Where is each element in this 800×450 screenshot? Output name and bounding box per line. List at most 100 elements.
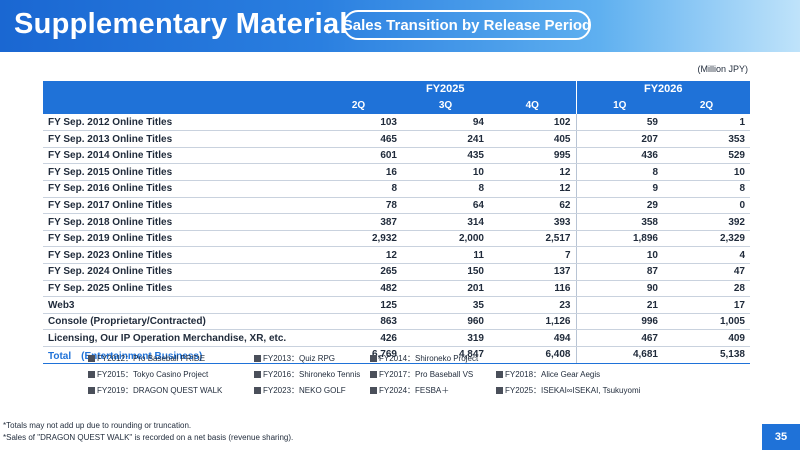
unit-label: (Million JPY) <box>697 64 748 74</box>
table-row: FY Sep. 2017 Online Titles 78 64 62 29 0 <box>43 197 750 215</box>
value-cell: 482 <box>315 280 402 298</box>
value-cell: 4,681 <box>575 346 663 364</box>
value-cell: 467 <box>575 329 663 347</box>
value-cell: 62 <box>489 197 576 215</box>
square-bullet-icon <box>370 371 377 378</box>
square-bullet-icon <box>496 371 503 378</box>
value-cell: 35 <box>402 296 489 314</box>
value-cell: 392 <box>663 213 750 231</box>
value-cell: 529 <box>663 147 750 165</box>
value-cell: 995 <box>489 147 576 165</box>
value-cell: 103 <box>315 114 402 132</box>
row-label: FY Sep. 2015 Online Titles <box>43 163 315 182</box>
value-cell: 201 <box>402 280 489 298</box>
footnote: *Totals may not add up due to rounding o… <box>3 421 192 430</box>
table-row: FY Sep. 2019 Online Titles 2,932 2,000 2,51… <box>43 230 750 248</box>
row-label: FY Sep. 2018 Online Titles <box>43 213 315 231</box>
value-cell: 78 <box>315 197 402 215</box>
quarter-header: 2Q <box>663 97 750 115</box>
square-bullet-icon <box>254 355 261 362</box>
value-cell: 59 <box>575 114 663 132</box>
fy-group-header: FY2025 <box>315 81 576 98</box>
value-cell: 960 <box>402 313 489 331</box>
row-label: FY Sep. 2024 Online Titles <box>43 263 315 281</box>
value-cell: 8 <box>663 180 750 198</box>
value-cell: 2,329 <box>663 230 750 248</box>
value-cell: 8 <box>575 163 663 182</box>
footnotes: *Totals may not add up due to rounding o… <box>3 420 293 444</box>
table-row: FY Sep. 2025 Online Titles 482 201 116 90 28 <box>43 280 750 298</box>
value-cell: 1,005 <box>663 313 750 331</box>
value-cell: 405 <box>489 130 576 148</box>
value-cell: 4 <box>663 246 750 265</box>
value-cell: 10 <box>663 163 750 182</box>
value-cell: 29 <box>575 197 663 215</box>
value-cell: 1 <box>663 114 750 132</box>
value-cell: 87 <box>575 263 663 281</box>
row-label: FY Sep. 2012 Online Titles <box>43 114 315 132</box>
table-row: FY Sep. 2024 Online Titles 265 150 137 87 47 <box>43 263 750 281</box>
legend-item: FY2018：Alice Gear Aegis <box>496 369 600 380</box>
value-cell: 241 <box>402 130 489 148</box>
quarter-header: 1Q <box>575 97 663 115</box>
value-cell: 1,896 <box>575 230 663 248</box>
legend-text: FY2013：Quiz RPG <box>263 354 336 363</box>
page-title: Supplementary Material <box>14 8 348 40</box>
legend-item: FY2015：Tokyo Casino Project <box>88 369 208 380</box>
quarter-header: 2Q <box>315 97 402 115</box>
value-cell: 28 <box>663 280 750 298</box>
table-row: FY Sep. 2018 Online Titles 387 314 393 358 39… <box>43 213 750 231</box>
fy-header-row: FY2025 FY2026 <box>43 81 750 98</box>
total-row: Total (Entertainment Business) 6,769 4,847… <box>43 346 750 364</box>
quarter-header-row: 2Q 3Q 4Q 1Q 2Q <box>43 97 750 115</box>
legend-item: FY2025：ISEKAI∞ISEKAI, Tsukuyomi <box>496 385 640 396</box>
legend-text: FY2018：Alice Gear Aegis <box>505 370 601 379</box>
legend-item: FY2014：Shironeko Project <box>370 353 478 364</box>
sales-table: FY2025 FY2026 2Q 3Q 4Q 1Q 2Q FY Sep. 201… <box>43 81 750 364</box>
value-cell: 4,847 <box>402 346 489 364</box>
value-cell: 314 <box>402 213 489 231</box>
legend-text: FY2012：Pro Baseball PRIDE <box>97 354 206 363</box>
legend-item: FY2023：NEKO GOLF <box>254 385 346 396</box>
page-subtitle: Sales Transition by Release Period <box>343 10 591 40</box>
value-cell: 102 <box>489 114 576 132</box>
value-cell: 494 <box>489 329 576 347</box>
square-bullet-icon <box>370 387 377 394</box>
header-banner: Supplementary Material Sales Transition … <box>0 0 800 52</box>
legend-text: FY2017：Pro Baseball VS <box>379 370 474 379</box>
legend-text: FY2024：FESBA＋ <box>379 386 450 395</box>
value-cell: 8 <box>402 180 489 198</box>
row-label: FY Sep. 2014 Online Titles <box>43 147 315 165</box>
value-cell: 90 <box>575 280 663 298</box>
footnote: *Sales of "DRAGON QUEST WALK" is recorde… <box>3 433 294 442</box>
value-cell: 1,126 <box>489 313 576 331</box>
value-cell: 7 <box>489 246 576 265</box>
value-cell: 0 <box>663 197 750 215</box>
row-label: Web3 <box>43 296 315 314</box>
legend-text: FY2023：NEKO GOLF <box>263 386 346 395</box>
value-cell: 2,517 <box>489 230 576 248</box>
page-number: 35 <box>762 424 800 450</box>
row-label: Console (Proprietary/Contracted) <box>43 313 315 331</box>
header-blank-cell <box>43 81 315 98</box>
value-cell: 435 <box>402 147 489 165</box>
quarter-header: 3Q <box>402 97 489 115</box>
value-cell: 64 <box>402 197 489 215</box>
value-cell: 12 <box>489 180 576 198</box>
value-cell: 47 <box>663 263 750 281</box>
row-label: FY Sep. 2017 Online Titles <box>43 197 315 215</box>
value-cell: 996 <box>575 313 663 331</box>
value-cell: 319 <box>402 329 489 347</box>
row-label: Total (Entertainment Business) <box>43 346 315 364</box>
legend-text: FY2014：Shironeko Project <box>379 354 479 363</box>
value-cell: 387 <box>315 213 402 231</box>
value-cell: 10 <box>402 163 489 182</box>
value-cell: 2,932 <box>315 230 402 248</box>
legend-text: FY2016：Shironeko Tennis <box>263 370 361 379</box>
value-cell: 21 <box>575 296 663 314</box>
square-bullet-icon <box>88 355 95 362</box>
square-bullet-icon <box>254 387 261 394</box>
legend-item: FY2017：Pro Baseball VS <box>370 369 473 380</box>
value-cell: 11 <box>402 246 489 265</box>
square-bullet-icon <box>88 387 95 394</box>
